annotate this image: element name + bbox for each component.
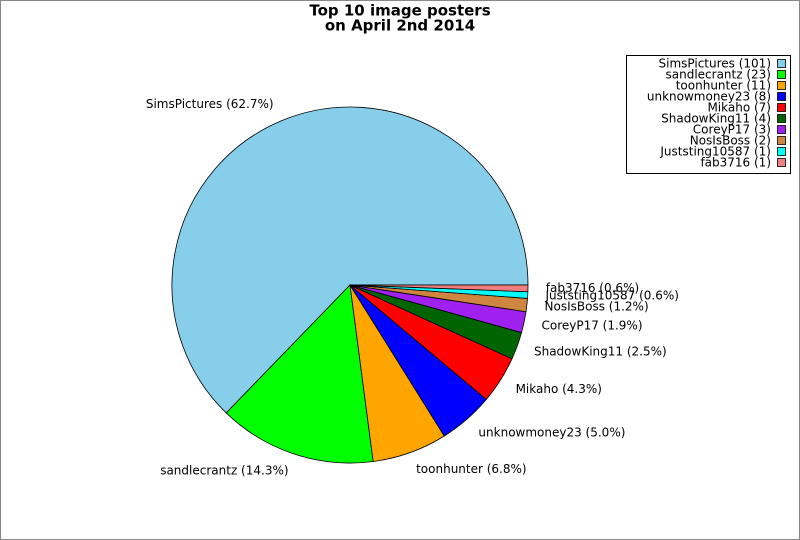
legend-swatch [777,59,786,68]
slice-label: SimsPictures (62.7%) [146,97,274,111]
legend-label: toonhunter (11) [676,79,771,93]
legend-label: unknowmoney23 (8) [647,90,771,104]
legend-swatch [777,136,786,145]
chart-title: on April 2nd 2014 [325,17,475,35]
legend-label: NosIsBoss (2) [690,134,771,148]
pie-slice [171,106,529,414]
legend-label: fab3716 (1) [700,156,771,170]
legend-label: CoreyP17 (3) [693,123,771,137]
legend-swatch [777,147,786,156]
chart-title: Top 10 image posters [309,2,490,20]
slice-label: CoreyP17 (1.9%) [541,318,642,332]
legend-label: Mikaho (7) [707,101,771,115]
slice-label: Mikaho (4.3%) [516,382,602,396]
legend-label: Juststing10587 (1) [659,145,771,159]
legend-box [626,55,791,174]
slice-label: toonhunter (6.8%) [416,462,526,476]
slice-label: sandlecrantz (14.3%) [160,463,288,477]
slice-label: ShadowKing11 (2.5%) [534,344,667,358]
legend-swatch [777,103,786,112]
legend-swatch [777,114,786,123]
legend-swatch [777,81,786,90]
legend-swatch [777,158,786,167]
slice-label: unknowmoney23 (5.0%) [478,425,625,439]
slice-label: NosIsBoss (1.2%) [545,300,649,314]
legend-label: SimsPictures (101) [659,57,772,71]
legend-swatch [777,70,786,79]
legend-label: ShadowKing11 (4) [661,112,771,126]
legend-swatch [777,92,786,101]
slice-label: Juststing10587 (0.6%) [544,289,678,303]
pie-slice [349,284,529,293]
legend-swatch [777,125,786,134]
pie-slice [225,284,374,464]
slice-label: fab3716 (0.6%) [546,281,639,295]
legend-label: sandlecrantz (23) [666,68,772,82]
